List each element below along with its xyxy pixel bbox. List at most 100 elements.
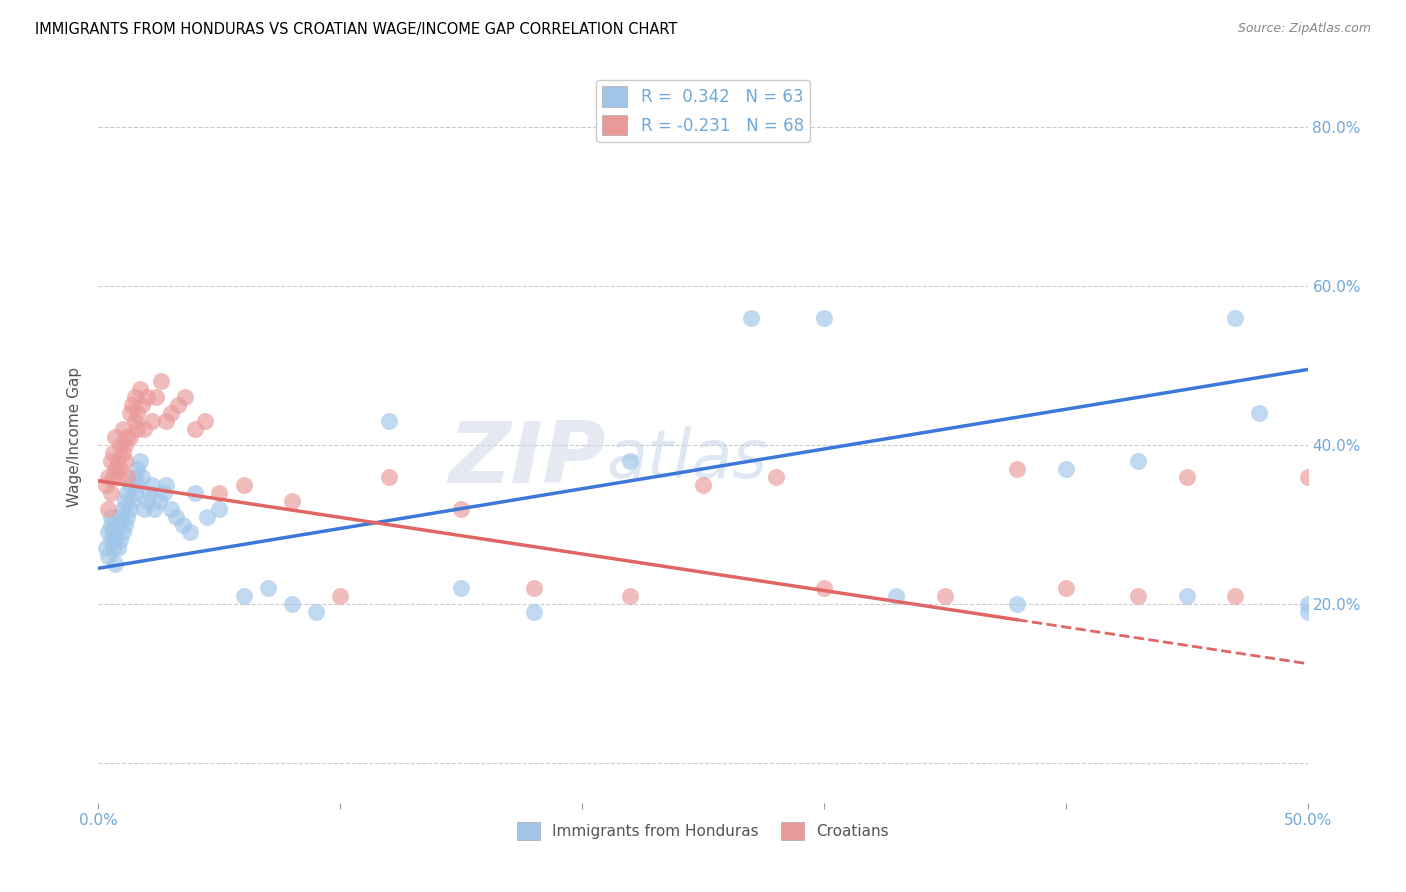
Point — [135, 390, 157, 404]
Point — [155, 477, 177, 491]
Point — [134, 422, 156, 436]
Point — [1007, 597, 1029, 611]
Point — [619, 454, 641, 468]
Point — [1249, 406, 1271, 420]
Point — [1128, 454, 1150, 468]
Point — [124, 470, 146, 484]
Point — [117, 470, 139, 484]
Point — [107, 517, 129, 532]
Point — [131, 470, 153, 484]
Point — [1296, 470, 1319, 484]
Point — [281, 597, 304, 611]
Point — [121, 398, 143, 412]
Point — [138, 485, 160, 500]
Point — [118, 406, 141, 420]
Point — [124, 414, 146, 428]
Point — [108, 438, 131, 452]
Point — [167, 398, 190, 412]
Point — [1223, 310, 1246, 325]
Point — [107, 541, 129, 556]
Point — [155, 414, 177, 428]
Point — [97, 501, 120, 516]
Point — [117, 430, 139, 444]
Point — [107, 470, 129, 484]
Point — [450, 581, 472, 595]
Point — [184, 485, 207, 500]
Point — [118, 430, 141, 444]
Point — [108, 533, 131, 548]
Point — [94, 477, 117, 491]
Point — [117, 509, 139, 524]
Point — [619, 589, 641, 603]
Point — [104, 462, 127, 476]
Point — [101, 446, 124, 460]
Point — [195, 509, 218, 524]
Point — [1128, 589, 1150, 603]
Point — [1054, 581, 1077, 595]
Point — [232, 477, 254, 491]
Point — [740, 310, 762, 325]
Point — [1223, 589, 1246, 603]
Text: Source: ZipAtlas.com: Source: ZipAtlas.com — [1237, 22, 1371, 36]
Point — [121, 493, 143, 508]
Point — [100, 454, 122, 468]
Text: ZIP: ZIP — [449, 417, 606, 500]
Point — [114, 493, 136, 508]
Legend: Immigrants from Honduras, Croatians: Immigrants from Honduras, Croatians — [510, 815, 896, 847]
Point — [232, 589, 254, 603]
Point — [100, 485, 122, 500]
Point — [148, 493, 170, 508]
Point — [101, 470, 124, 484]
Point — [813, 310, 835, 325]
Point — [100, 517, 122, 532]
Point — [523, 581, 546, 595]
Point — [305, 605, 328, 619]
Point — [118, 501, 141, 516]
Point — [108, 509, 131, 524]
Text: atlas: atlas — [606, 426, 768, 492]
Point — [135, 493, 157, 508]
Point — [208, 501, 231, 516]
Point — [127, 462, 149, 476]
Point — [174, 390, 197, 404]
Point — [1175, 589, 1198, 603]
Point — [104, 558, 127, 572]
Point — [124, 485, 146, 500]
Point — [160, 501, 183, 516]
Point — [377, 470, 399, 484]
Point — [114, 438, 136, 452]
Point — [377, 414, 399, 428]
Point — [101, 541, 124, 556]
Point — [141, 414, 163, 428]
Point — [128, 383, 150, 397]
Point — [208, 485, 231, 500]
Point — [172, 517, 194, 532]
Point — [97, 549, 120, 564]
Point — [127, 422, 149, 436]
Point — [131, 398, 153, 412]
Point — [111, 422, 134, 436]
Point — [145, 390, 167, 404]
Point — [104, 533, 127, 548]
Point — [134, 501, 156, 516]
Point — [179, 525, 201, 540]
Point — [143, 501, 166, 516]
Point — [111, 446, 134, 460]
Point — [127, 406, 149, 420]
Point — [118, 477, 141, 491]
Point — [1175, 470, 1198, 484]
Point — [281, 493, 304, 508]
Point — [97, 470, 120, 484]
Point — [150, 375, 173, 389]
Point — [108, 462, 131, 476]
Point — [813, 581, 835, 595]
Point — [114, 517, 136, 532]
Point — [1296, 597, 1319, 611]
Point — [886, 589, 908, 603]
Point — [692, 477, 714, 491]
Point — [165, 509, 187, 524]
Point — [100, 533, 122, 548]
Point — [100, 509, 122, 524]
Point — [152, 485, 174, 500]
Point — [934, 589, 956, 603]
